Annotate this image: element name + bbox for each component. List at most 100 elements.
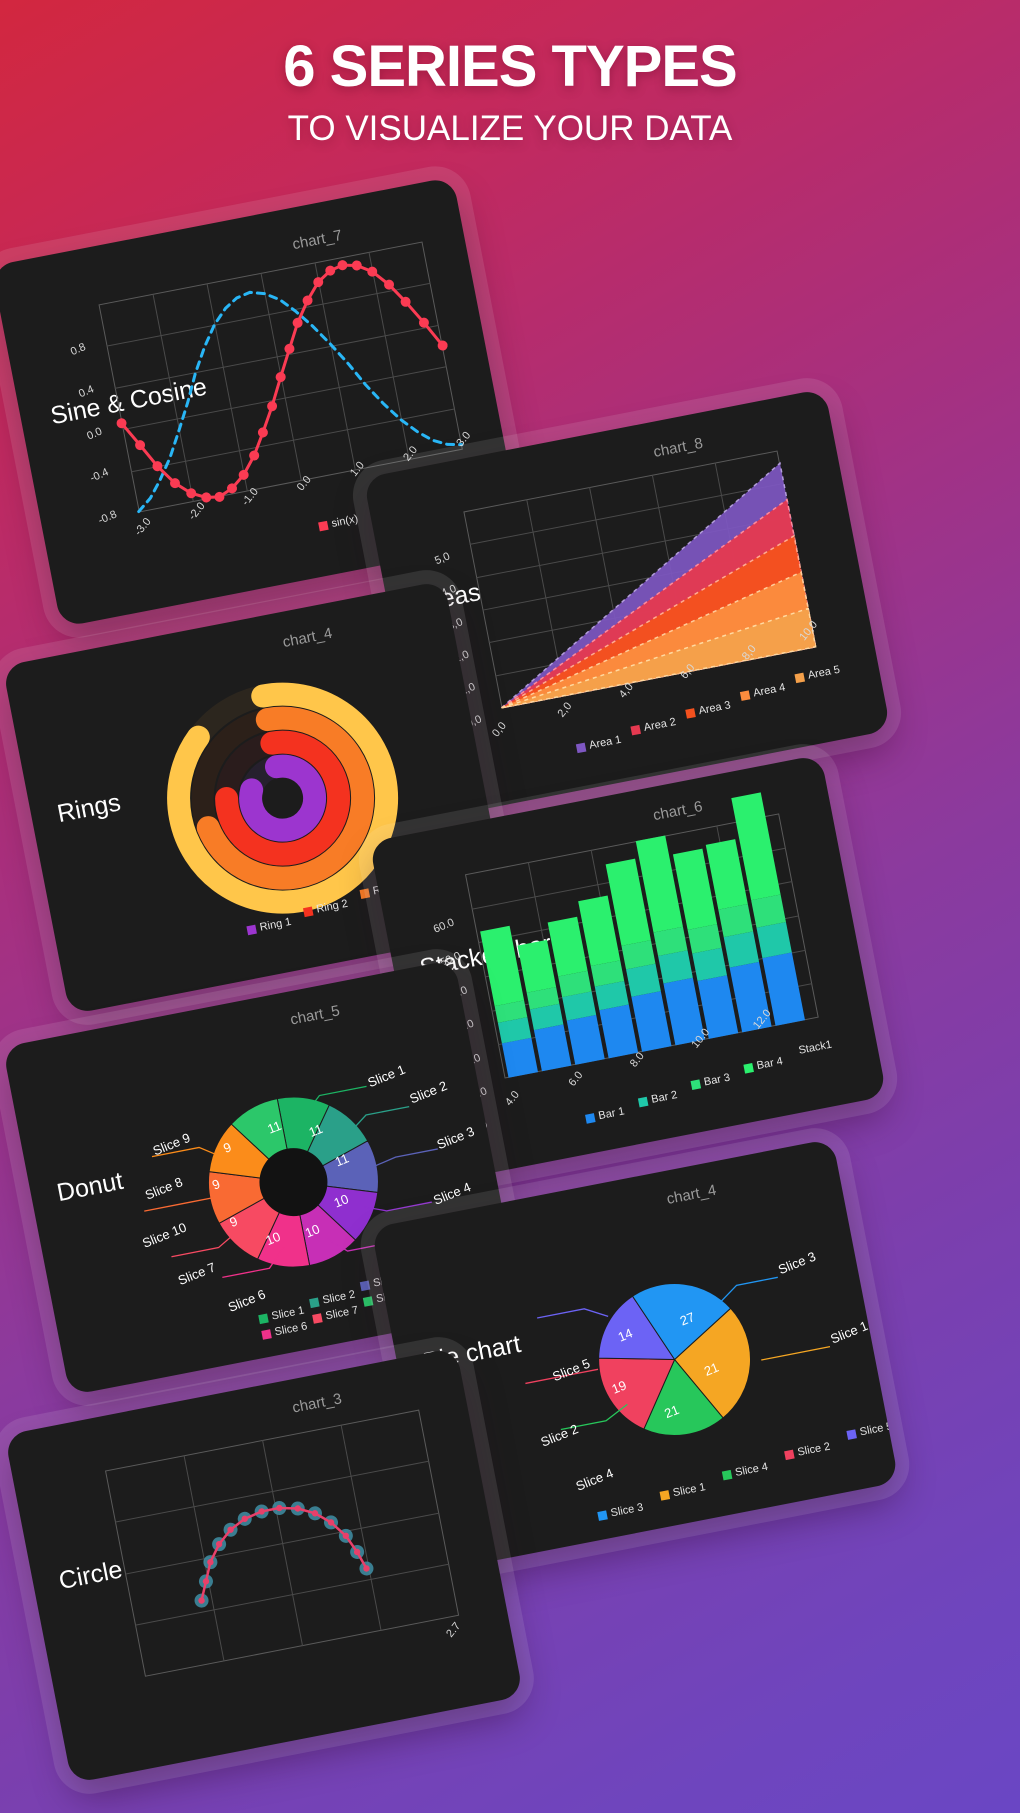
legend-label-donut-2: Slice 2: [321, 1288, 357, 1307]
legend-swatch-ring-3: [359, 887, 371, 899]
ytick: 0.0: [85, 425, 104, 443]
pie-slice-1: [673, 1307, 751, 1419]
legend-item-pie-slice-4[interactable]: Slice 4: [721, 1460, 769, 1482]
legend-swatch-bar-3: [690, 1078, 702, 1090]
legend-swatch-ring-2: [302, 906, 314, 917]
plot-circle: [104, 1409, 460, 1677]
legend-item-bar-4[interactable]: Bar 4: [743, 1055, 784, 1074]
legend-label-donut-1: Slice 1: [270, 1304, 306, 1323]
legend-item-area-4[interactable]: Area 4: [739, 681, 786, 701]
legend-swatch-donut-1: [258, 1313, 269, 1324]
legend-item-stack1[interactable]: Stack1: [798, 1039, 833, 1057]
legend-label-bar-1: Bar 1: [597, 1105, 626, 1123]
pie-slice-5: [598, 1295, 676, 1361]
legend-label-pie-4: Slice 4: [734, 1460, 769, 1479]
legend-label-donut-7: Slice 7: [324, 1304, 360, 1323]
series-cos: [137, 290, 464, 514]
legend-swatch-pie-5: [846, 1428, 857, 1440]
legend-item-bar-3[interactable]: Bar 3: [690, 1072, 731, 1091]
legend-swatch-bar-1: [584, 1112, 596, 1124]
card-donut[interactable]: Donut chart_5: [2, 959, 522, 1396]
legend-label-donut-6: Slice 6: [273, 1320, 309, 1339]
ytick: 5,0: [433, 550, 452, 568]
legend-label-pie-2: Slice 2: [796, 1440, 832, 1459]
legend-label-area-2: Area 2: [642, 715, 677, 734]
legend-swatch-area-4: [739, 689, 751, 701]
card-circle[interactable]: Circle chart_3 2.: [4, 1347, 524, 1784]
legend-item-bar-2[interactable]: Bar 2: [637, 1089, 679, 1108]
legend-label-sin: sin(x): [330, 512, 360, 530]
pie-canvas: [525, 1276, 831, 1436]
legend-label-bar-2: Bar 2: [650, 1089, 679, 1106]
card-id-circle: chart_3: [290, 1390, 344, 1417]
legend-swatch-pie-1: [659, 1489, 671, 1501]
bar-group-5: [605, 858, 672, 1052]
card-sine-cosine[interactable]: Sine & Cosine chart_7: [0, 176, 523, 628]
legend-item-pie-slice-2[interactable]: Slice 2: [784, 1441, 831, 1462]
donut-canvas: [144, 1085, 438, 1279]
xtick: 0,0: [490, 720, 509, 740]
area-4: [501, 571, 817, 709]
area-canvas: [498, 461, 817, 710]
legend-swatch-donut-6: [261, 1328, 272, 1340]
donut-label-slice-8: Slice 8: [142, 1174, 185, 1203]
legend-item-pie-slice-3[interactable]: Slice 3: [597, 1501, 644, 1522]
legend-item-sin[interactable]: sin(x): [318, 513, 359, 532]
legend-item-pie-slice-1[interactable]: Slice 1: [659, 1481, 707, 1502]
card-areas[interactable]: Areas chart_8 5,0 4,0 3,0 2,0 1,0 0,0 0,…: [363, 388, 891, 820]
card-stacked-bars[interactable]: Stacked bars chart_6 60.0 50.0 40.0 30.0…: [369, 754, 887, 1184]
donut-label-slice-3: Slice 3: [434, 1123, 477, 1153]
legend-swatch-area-1: [575, 742, 587, 753]
ytick: -0.4: [88, 466, 111, 485]
legend-item-pie-slice-5[interactable]: Slice 5: [846, 1420, 893, 1441]
circle-scatter-outer: [194, 1501, 374, 1608]
legend-swatch-bar-4: [743, 1062, 754, 1074]
legend-swatch-area-5: [794, 672, 805, 683]
legend-item-area-2[interactable]: Area 2: [630, 716, 677, 736]
donut-label-slice-10: Slice 10: [140, 1219, 189, 1251]
legend-swatch-donut-10: [362, 1295, 374, 1307]
legend-item-area-3[interactable]: Area 3: [685, 699, 732, 719]
bar-group-2: [517, 939, 572, 1072]
xtick-circle: 2.7: [444, 1620, 464, 1640]
legend-swatch-ring-1: [246, 924, 257, 935]
legend-swatch-donut-7: [312, 1312, 323, 1324]
ytick: 0.8: [68, 341, 88, 359]
legend-label-pie-3: Slice 3: [609, 1501, 645, 1520]
ring-arc-2: [215, 730, 351, 866]
headline-subtitle: TO VISUALIZE YOUR DATA: [287, 109, 733, 148]
rings-canvas: [167, 682, 399, 914]
legend-swatch-donut-2: [309, 1297, 320, 1308]
legend-swatch-pie-2: [784, 1449, 795, 1460]
xtick: 4.0: [502, 1088, 522, 1109]
legend-label-area-5: Area 5: [806, 663, 841, 682]
ring-arc-3: [191, 706, 375, 890]
card-id-donut: chart_5: [288, 1002, 342, 1029]
legend-label-bar-4: Bar 4: [755, 1055, 784, 1073]
card-rings[interactable]: Rings chart_4 Ring 1 Ring 2 Ring 3 Ring …: [2, 580, 512, 1015]
plot-stacked-bars: [464, 792, 819, 1079]
series-canvas: [116, 260, 464, 514]
donut-hole: [259, 1148, 328, 1217]
card-id-areas: chart_8: [651, 434, 705, 461]
circle-series-line: [200, 1506, 368, 1601]
legend-label-pie-5: Slice 5: [858, 1420, 894, 1439]
ring-arc-1: [239, 754, 327, 842]
plot-sine-cosine: [98, 241, 464, 514]
card-title-donut: Donut: [54, 1166, 126, 1208]
bar-group-3: [547, 916, 605, 1065]
legend-item-bar-1[interactable]: Bar 1: [584, 1105, 626, 1124]
donut-leader-lines: [144, 1085, 438, 1279]
legend-item-area-1[interactable]: Area 1: [575, 734, 622, 754]
legend-item-area-5[interactable]: Area 5: [794, 664, 841, 684]
card-id-rings: chart_4: [281, 624, 334, 652]
legend-swatch-donut-3: [359, 1280, 371, 1291]
plot-areas: [463, 450, 817, 710]
pie-label-slice-4: Slice 4: [573, 1465, 616, 1494]
legend-label-pie-1: Slice 1: [671, 1481, 707, 1500]
series-sin-markers: [116, 260, 448, 503]
card-pie-chart[interactable]: Pie chart chart_4 27 21 21 19 14 Slice 3…: [370, 1138, 900, 1572]
pie-label-slice-2: Slice 2: [538, 1421, 581, 1450]
bar-group-1: [480, 925, 539, 1078]
card-id-pie-chart: chart_4: [665, 1181, 718, 1208]
